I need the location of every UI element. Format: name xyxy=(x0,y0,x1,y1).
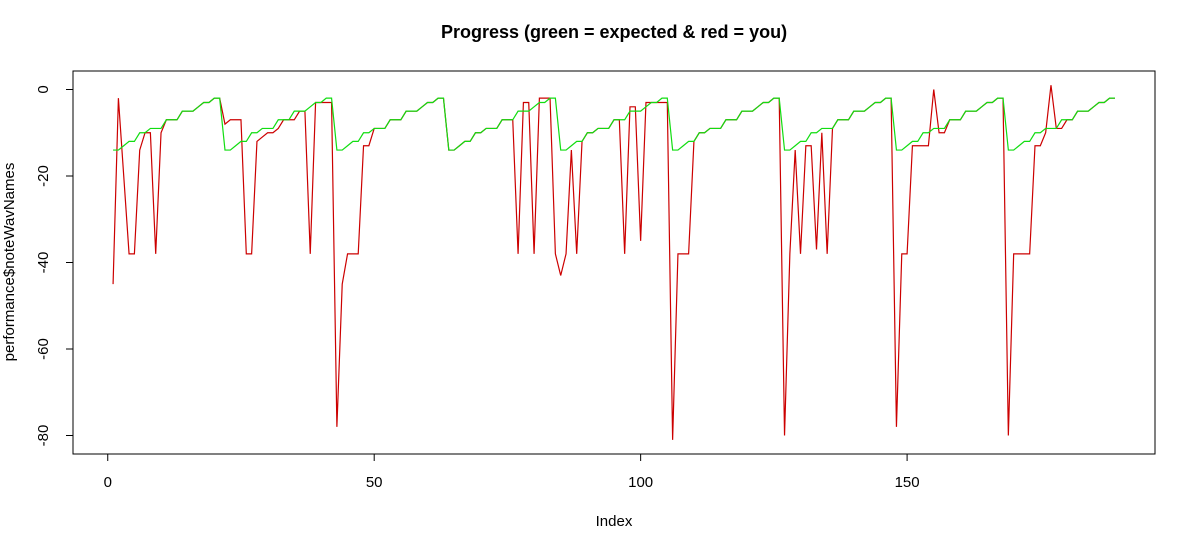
x-tick-label: 100 xyxy=(628,474,653,491)
x-tick-label: 150 xyxy=(895,474,920,491)
data-line xyxy=(112,85,1115,440)
y-tick-label: 0 xyxy=(35,85,52,93)
x-axis-label: Index xyxy=(596,513,633,530)
plot-frame xyxy=(72,70,1156,455)
y-axis-label: performance$noteWavNames xyxy=(1,163,18,362)
y-tick-label: -40 xyxy=(35,252,52,274)
y-tick-label: -20 xyxy=(35,165,52,187)
y-tick-label: -80 xyxy=(35,425,52,447)
y-tick-label: -60 xyxy=(35,338,52,360)
x-tick-label: 50 xyxy=(366,474,383,491)
x-tick-label: 0 xyxy=(104,474,112,491)
chart-title: Progress (green = expected & red = you) xyxy=(441,22,787,42)
data-line xyxy=(113,97,1115,151)
